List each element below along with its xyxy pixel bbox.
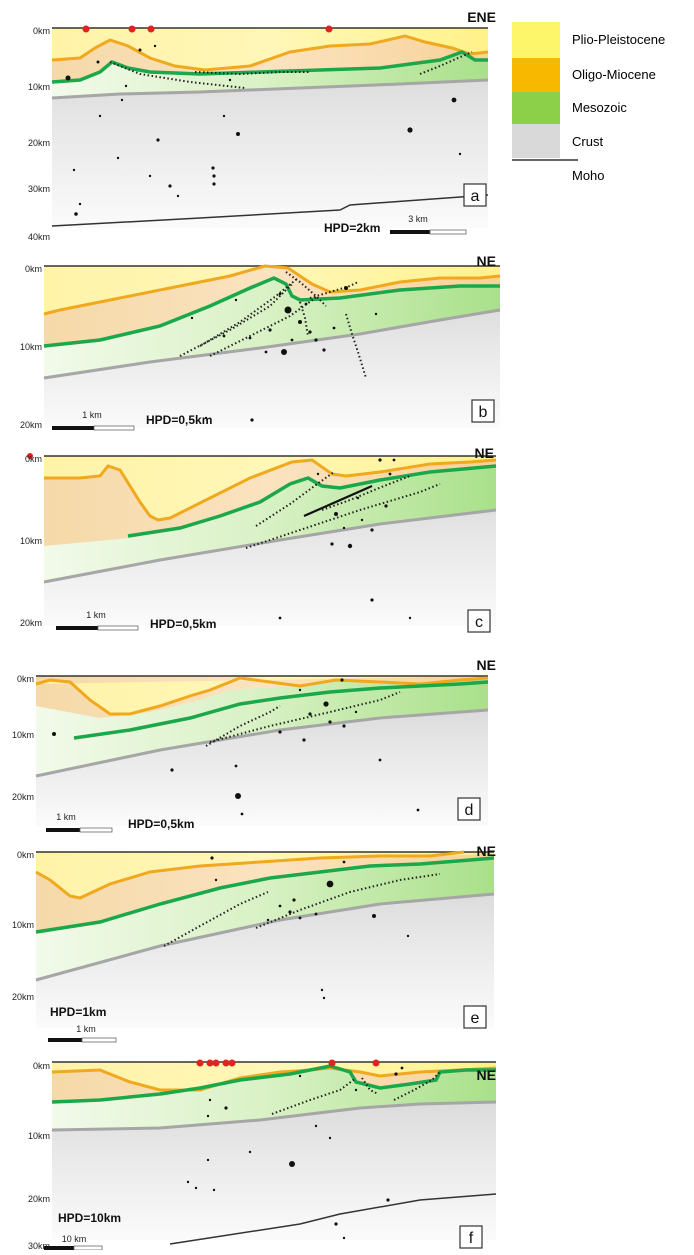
depth-tick-label: 30km bbox=[28, 184, 50, 194]
direction-label: NE bbox=[477, 657, 496, 673]
panel-f bbox=[51, 1059, 497, 1245]
legend-swatch-crust bbox=[512, 124, 560, 158]
depth-tick-label: 0km bbox=[17, 674, 34, 684]
depth-tick-label: 10km bbox=[20, 342, 42, 352]
direction-label: NE bbox=[477, 253, 496, 269]
scale-bar-white bbox=[429, 229, 467, 235]
panel-letter: c bbox=[475, 614, 483, 631]
legend: Plio-Pleistocene Oligo-Miocene Mesozoic … bbox=[512, 22, 665, 183]
scale-bar-label: 1 km bbox=[56, 812, 76, 822]
panel-letter: a bbox=[471, 188, 480, 205]
scale-bar-label: 1 km bbox=[76, 1024, 96, 1034]
label-layer: 0km 10km 20km 30km 40km ENE a HPD=2km 3 km 0km 10k… bbox=[12, 9, 496, 1251]
hpd-label: HPD=10km bbox=[58, 1211, 121, 1225]
panel-e bbox=[35, 850, 495, 1028]
direction-label: NE bbox=[477, 843, 496, 859]
depth-tick-label: 0km bbox=[25, 454, 42, 464]
direction-label: NE bbox=[475, 445, 494, 461]
scale-bar-black bbox=[46, 828, 80, 832]
depth-tick-label: 0km bbox=[25, 264, 42, 274]
panel-letter-box bbox=[457, 797, 481, 821]
legend-swatch-plio-pleistocene bbox=[512, 22, 560, 58]
scale-bar-black bbox=[56, 626, 98, 630]
depth-tick-label: 10km bbox=[20, 536, 42, 546]
scale-bar-black bbox=[52, 426, 94, 430]
depth-tick-label: 0km bbox=[33, 26, 50, 36]
depth-tick-label: 20km bbox=[28, 1194, 50, 1204]
scale-bar-label: 10 km bbox=[62, 1234, 87, 1244]
hpd-label: HPD=0,5km bbox=[128, 817, 194, 831]
scale-bar-black bbox=[48, 1038, 82, 1042]
depth-tick-label: 10km bbox=[28, 1131, 50, 1141]
depth-tick-label: 10km bbox=[12, 730, 34, 740]
panel-d bbox=[35, 675, 489, 826]
panel-letter: f bbox=[469, 1230, 474, 1247]
scale-bar-white bbox=[81, 1037, 117, 1043]
scale-bar-label: 3 km bbox=[408, 214, 428, 224]
scale-bar-black bbox=[44, 1246, 74, 1250]
panel-c bbox=[27, 453, 497, 626]
depth-tick-label: 20km bbox=[20, 420, 42, 430]
scale-bar-white bbox=[79, 827, 113, 833]
depth-tick-label: 20km bbox=[20, 618, 42, 628]
depth-tick-label: 20km bbox=[12, 792, 34, 802]
legend-swatch-oligo-miocene bbox=[512, 58, 560, 92]
hpd-label: HPD=1km bbox=[50, 1005, 106, 1019]
panel-letter-box bbox=[463, 183, 487, 207]
scale-bar-white bbox=[73, 1245, 103, 1251]
panel-letter: d bbox=[465, 802, 474, 819]
panel-letter-box bbox=[463, 1005, 487, 1029]
hpd-label: HPD=0,5km bbox=[150, 617, 216, 631]
scale-bar-label: 1 km bbox=[86, 610, 106, 620]
panel-a bbox=[51, 25, 489, 228]
scale-bar-white bbox=[93, 425, 135, 431]
hpd-label: HPD=0,5km bbox=[146, 413, 212, 427]
legend-label-moho: Moho bbox=[572, 168, 605, 183]
legend-label-mesozoic: Mesozoic bbox=[572, 100, 627, 115]
depth-tick-label: 0km bbox=[33, 1061, 50, 1071]
legend-label-crust: Crust bbox=[572, 134, 603, 149]
panel-letter-box bbox=[459, 1225, 483, 1249]
panel-letter-box bbox=[467, 609, 491, 633]
depth-tick-label: 20km bbox=[12, 992, 34, 1002]
depth-tick-label: 40km bbox=[28, 232, 50, 242]
legend-label-plio-pleistocene: Plio-Pleistocene bbox=[572, 32, 665, 47]
depth-tick-label: 20km bbox=[28, 138, 50, 148]
panel-letter: b bbox=[479, 404, 488, 421]
panel-b bbox=[43, 264, 501, 428]
panel-letter-box bbox=[471, 399, 495, 423]
scale-bar-label: 1 km bbox=[82, 410, 102, 420]
depth-tick-label: 10km bbox=[12, 920, 34, 930]
hpd-label: HPD=2km bbox=[324, 221, 380, 235]
panel-letter: e bbox=[471, 1010, 480, 1027]
legend-label-oligo-miocene: Oligo-Miocene bbox=[572, 67, 656, 82]
scale-bar-white bbox=[97, 625, 139, 631]
direction-label: NE bbox=[477, 1067, 496, 1083]
depth-tick-label: 30km bbox=[28, 1241, 50, 1250]
legend-swatch-mesozoic bbox=[512, 92, 560, 124]
depth-tick-label: 0km bbox=[17, 850, 34, 860]
depth-tick-label: 10km bbox=[28, 82, 50, 92]
scale-bar-black bbox=[390, 230, 430, 234]
direction-label: ENE bbox=[467, 9, 496, 25]
